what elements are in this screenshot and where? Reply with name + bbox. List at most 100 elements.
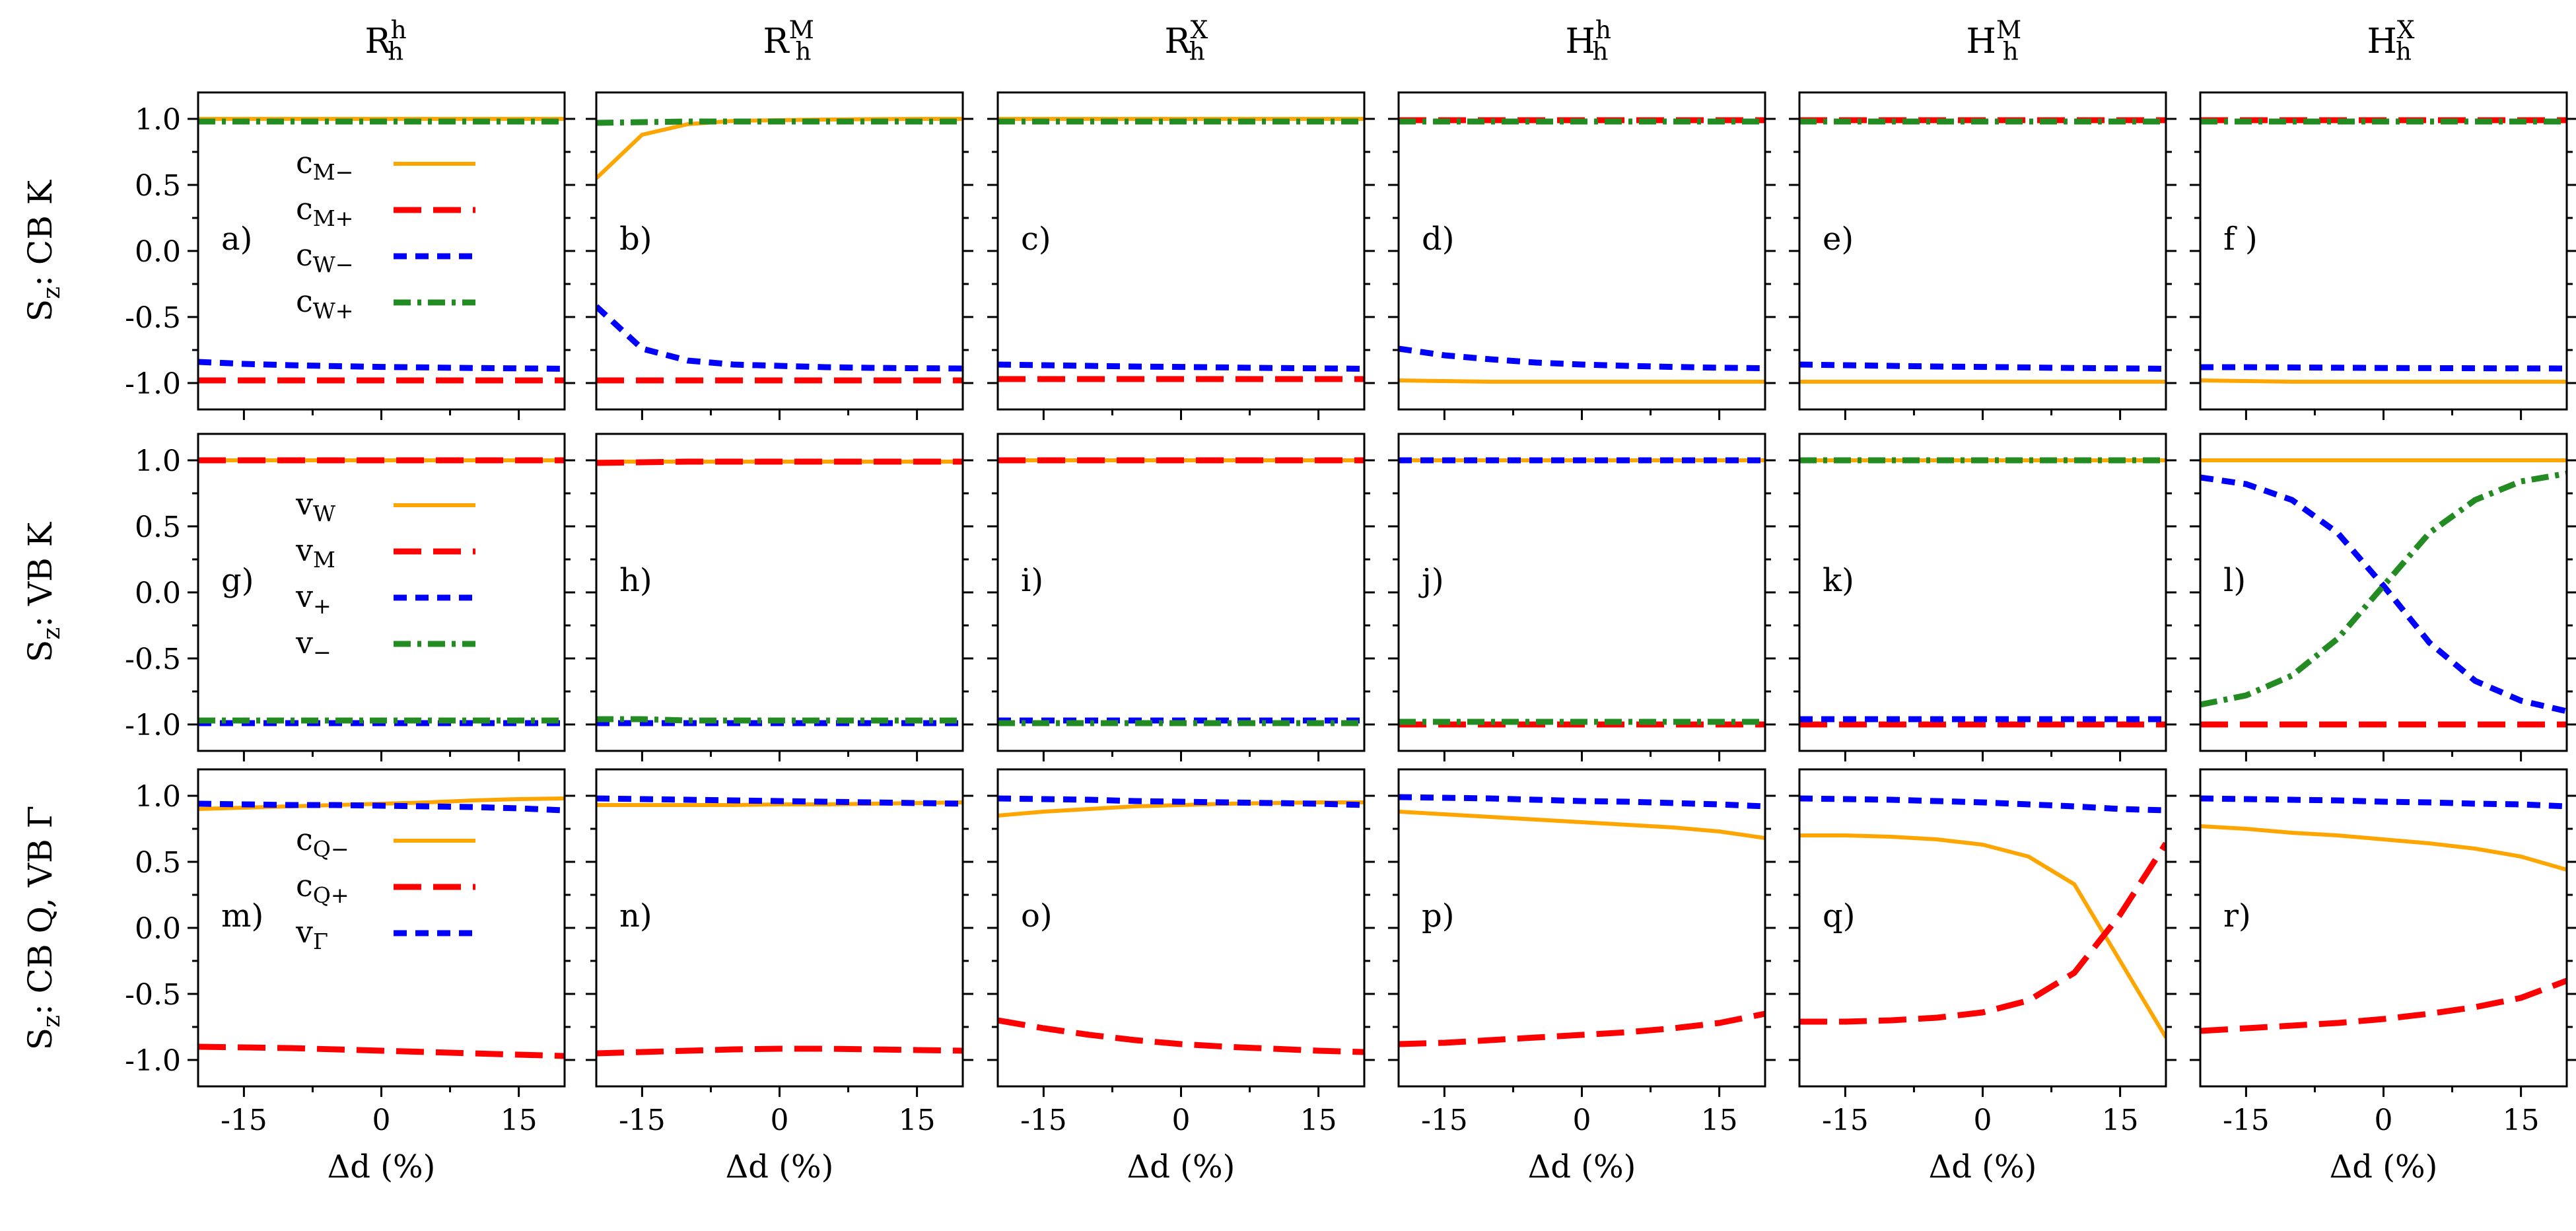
row-label-sub: z [38,627,65,640]
column-title-6-sub: h [2396,36,2412,65]
column-title-6: HX h [2367,15,2415,65]
series-line-dashed [2200,977,2567,1034]
panel-e: e) [1789,91,2176,420]
panel-q: -15 0 15 Δd (%) q) [1789,768,2176,1185]
column-title-4: Hh h [1566,15,1611,65]
panel-f: f ) [2190,91,2576,420]
panel-d: d) [1388,91,1776,420]
axes-frame [2199,433,2568,752]
legend-label: cQ− [296,822,349,862]
column-title-4-sup: h [1595,15,1611,44]
panel-i: i) [987,433,1375,761]
legend-label: cM+ [296,191,353,231]
legend-label: vΓ [295,914,328,954]
legend-label: cW+ [296,283,354,324]
x-tick-label: 0 [372,1104,391,1137]
legend-label-base: c [296,283,313,319]
legend-label-sub: W+ [313,298,354,324]
panel-label: k) [1823,562,1854,599]
legend-label-base: c [296,868,313,903]
panel-label: a) [221,221,252,258]
column-title-1: Rh h [365,15,407,65]
panel-h: h) [586,433,973,761]
column-title-2-base: R [763,22,790,61]
series-line-dotted [198,800,565,814]
x-tick-label: 0 [2375,1104,2393,1137]
x-axis-label: Δd (%) [1127,1148,1236,1185]
series-group [596,458,963,726]
panel-l: l) [2190,433,2576,761]
series-line-dotted [998,795,1364,808]
column-title-1-base: R [365,22,392,61]
panel-label: e) [1823,221,1854,258]
series-line-dashdot [596,716,963,724]
x-axis-label: Δd (%) [1528,1148,1636,1185]
legend-label-base: v [295,914,313,950]
legend-label-base: v [295,532,313,568]
series-group [596,795,963,1057]
x-tick-label: 15 [2102,1104,2139,1137]
column-title-3: RX h [1165,15,1208,65]
panel-c: c) [987,91,1375,420]
series-line-solid [1399,378,1765,384]
series-group [998,795,1364,1055]
panel-label: n) [619,897,652,934]
row-label-text: Sz: CB Q, VB Γ [21,806,65,1051]
panel-label: h) [619,562,652,599]
row-label-main: S [21,640,59,662]
series-group [198,117,565,384]
axes-frame [996,91,1366,411]
column-title-5: HM h [1967,15,2022,65]
x-tick-label: 15 [1300,1104,1337,1137]
series-line-dotted [198,359,565,372]
x-tick-label: -15 [1822,1104,1869,1137]
y-tick-label: 0.5 [135,169,181,203]
series-group [198,457,565,726]
series-line-dashed [596,458,963,466]
panel-label: m) [221,897,263,934]
x-axis-label: Δd (%) [2330,1148,2438,1185]
series-group [1799,117,2166,384]
x-axis-label: Δd (%) [1929,1148,2037,1185]
y-tick-label: 0.0 [135,912,181,946]
column-title-4-base: H [1566,22,1595,61]
series-line-dotted [1799,795,2166,814]
axes-frame [1798,433,2167,752]
series-line-dotted [2200,795,2567,810]
legend-label-sub: Γ [313,929,328,954]
legend-label-sub: − [313,639,331,665]
column-title-3-base: R [1165,22,1192,61]
x-tick-label: 15 [1701,1104,1738,1137]
column-title-3-sup: X [1191,15,1208,44]
series-group [1799,795,2166,1039]
legend-label-base: v [295,486,313,522]
legend-label: cQ+ [296,868,349,908]
series-line-dotted [2200,474,2567,715]
series-group [2200,795,2567,1034]
column-title-5-sub: h [2003,36,2019,65]
row-label-main: S [21,299,59,322]
x-tick-label: 15 [2503,1104,2540,1137]
column-title-1-sub: h [388,36,403,65]
series-line-solid [1399,810,1765,840]
x-tick-label: -15 [619,1104,666,1137]
series-line-solid [1799,833,2166,1039]
x-tick-label: -15 [221,1104,267,1137]
panel-n: -15 0 15 Δd (%) n) [586,768,973,1185]
axes-frame [996,768,1366,1088]
series-line-dotted [1399,345,1765,372]
column-title-5-base: H [1967,22,1996,61]
row-label-3: Sz: CB Q, VB Γ [21,806,65,1051]
x-axis-label: Δd (%) [726,1148,834,1185]
column-title-2-sup: M [789,15,814,44]
x-tick-label: -15 [1421,1104,1468,1137]
panel-label: l) [2223,562,2246,599]
panel-label: o) [1021,897,1053,934]
legend-label-sub: Q+ [313,882,349,908]
panel-a: 1.00.50.0-0.5-1.0a)cM−cM+cW−cW+ [125,91,575,420]
series-line-dashed [1399,1010,1765,1047]
series-line-dashdot [596,118,963,126]
series-group [596,117,963,384]
row-label-rest: : CB K [21,179,59,287]
